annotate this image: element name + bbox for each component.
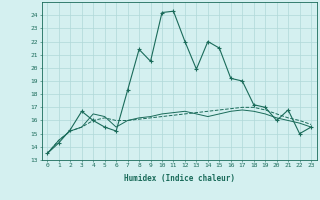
X-axis label: Humidex (Indice chaleur): Humidex (Indice chaleur) (124, 174, 235, 183)
